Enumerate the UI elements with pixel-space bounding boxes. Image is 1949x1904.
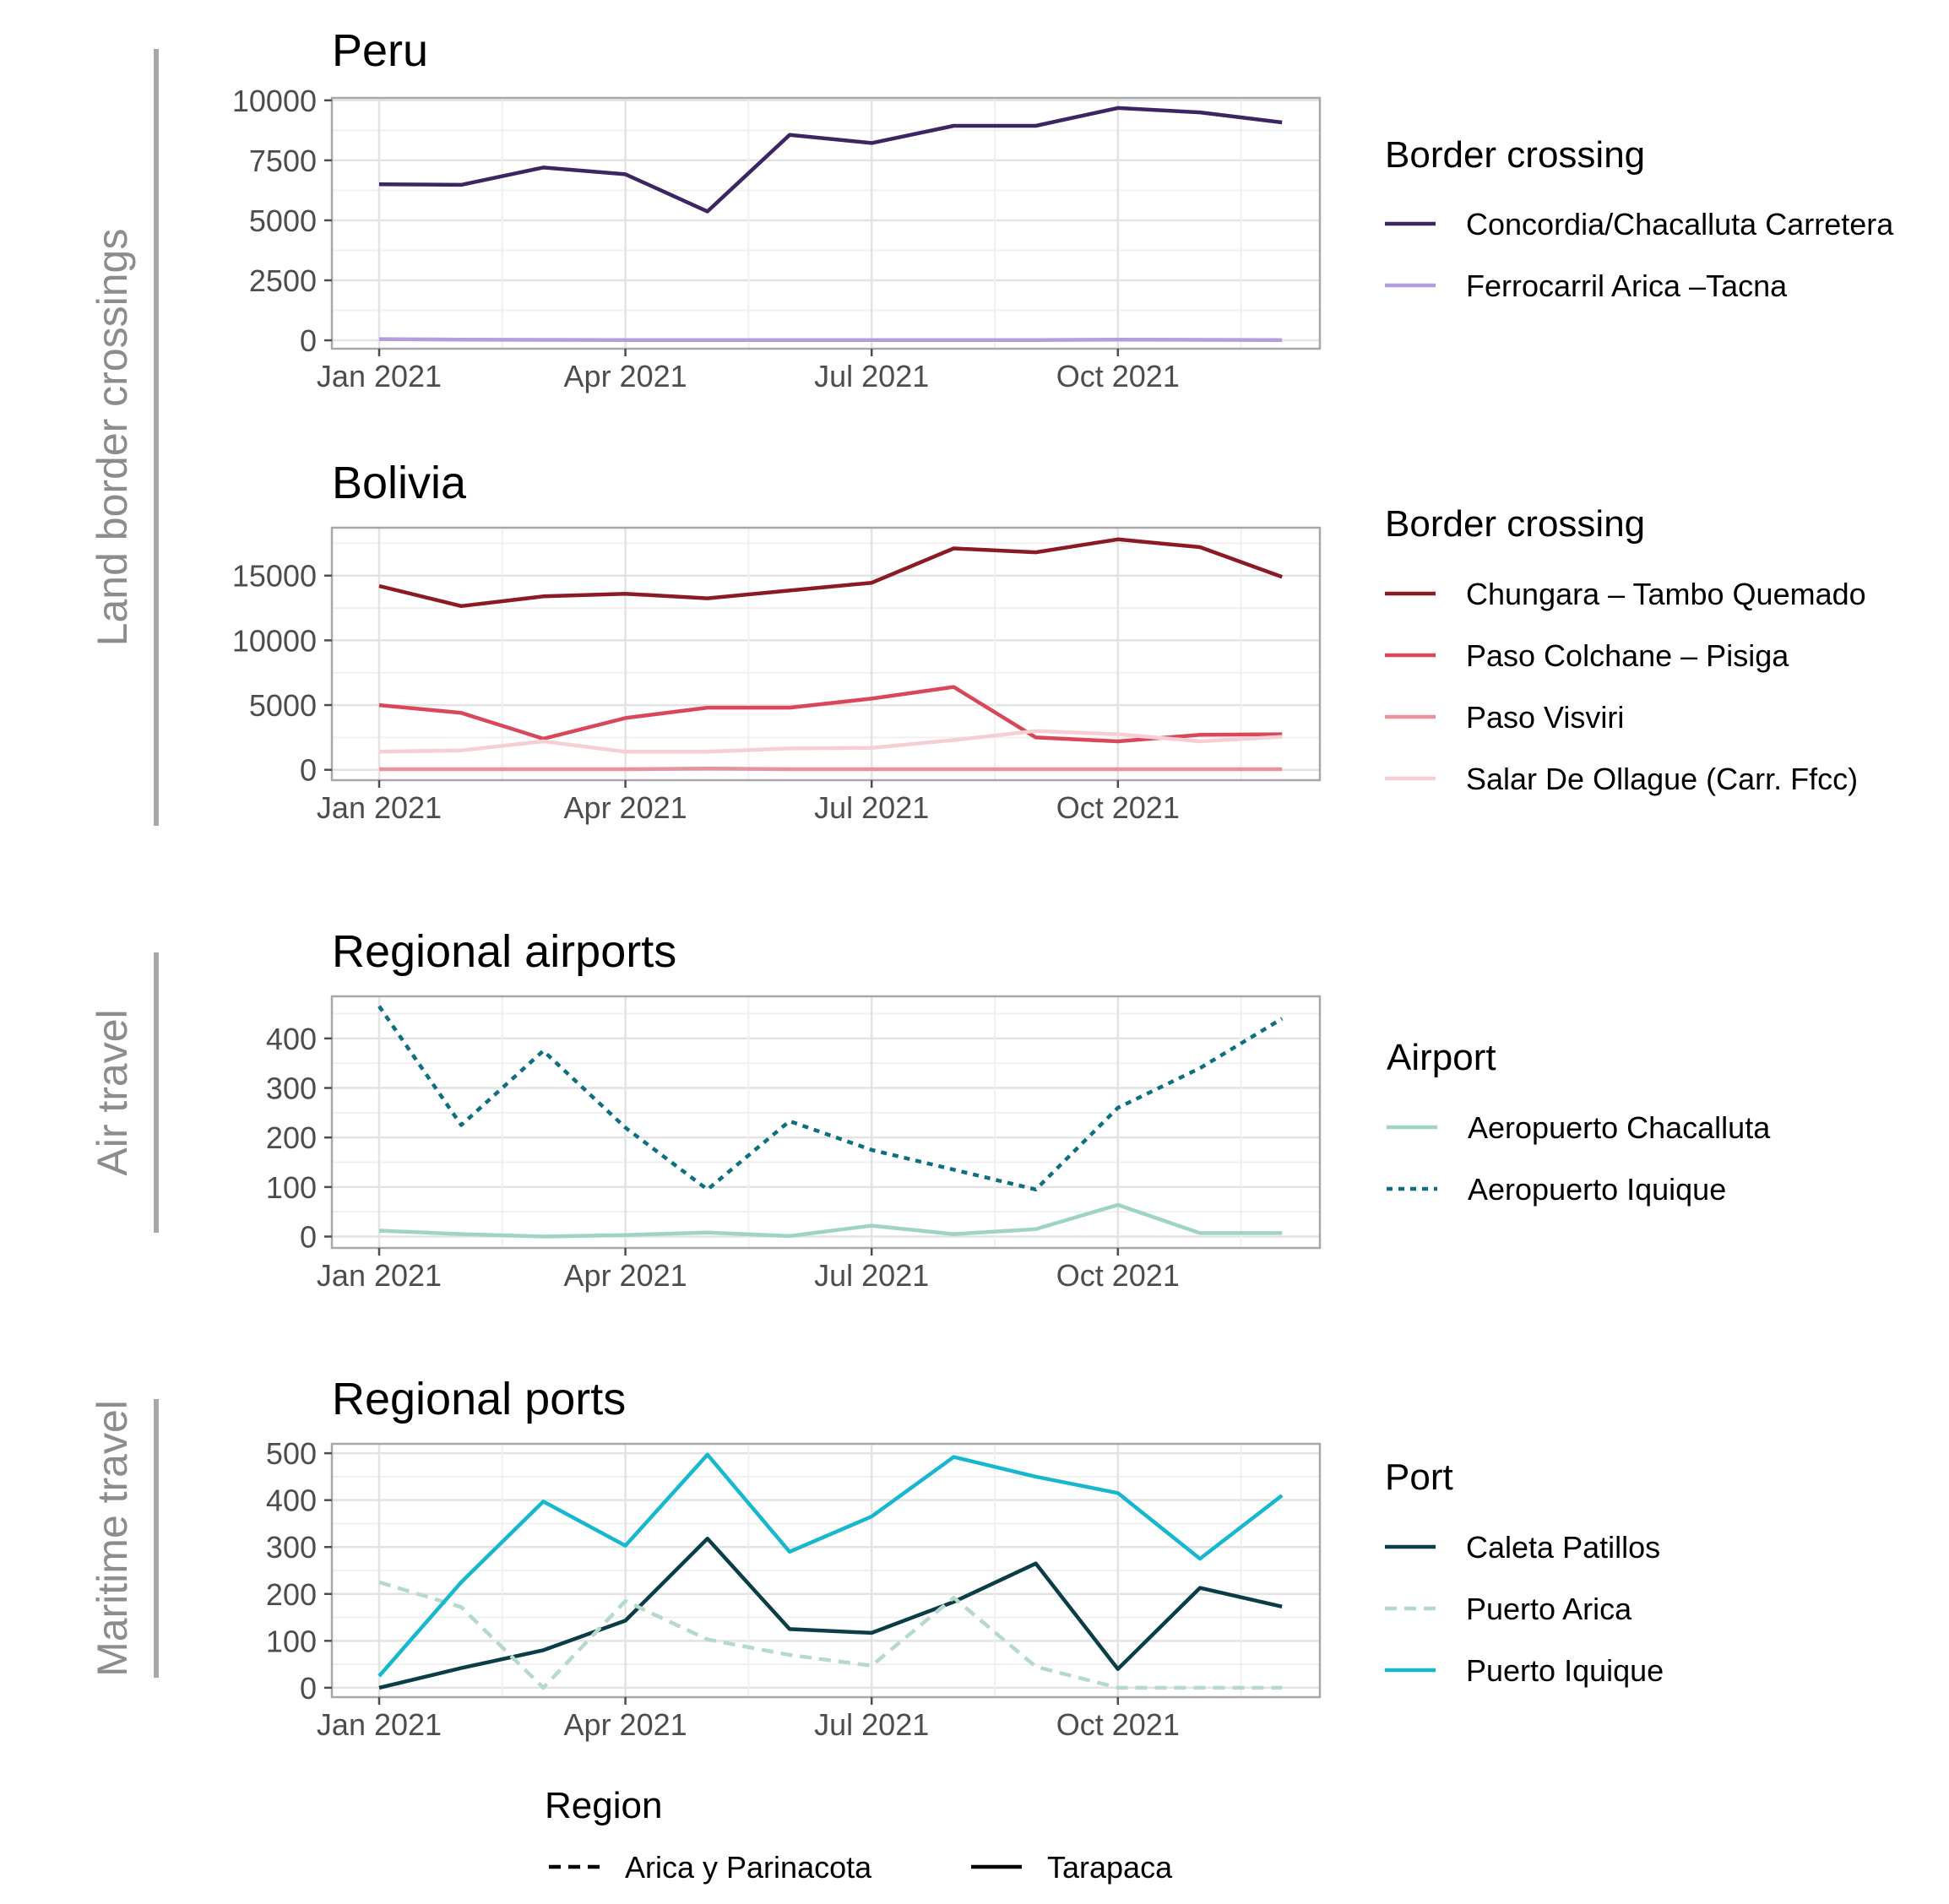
series-line-aeropuerto-chacalluta xyxy=(378,1202,1283,1239)
series-line-salar-de-ollague-carr-ffcc xyxy=(378,729,1283,754)
panel-regional-airports: 0 100 200 300 400 Jan 2021 Apr 2021 Jul 2021 Oct… xyxy=(266,926,1771,1293)
legend-title: Port xyxy=(1385,1456,1453,1498)
legend-label-puerto-iquique: Puerto Iquique xyxy=(1466,1653,1664,1688)
series-line-aeropuerto-iquique xyxy=(377,1005,1284,1192)
region-legend-label-arica-y-parinacota: Arica y Parinacota xyxy=(625,1850,872,1885)
y-tick-label: 15000 xyxy=(232,559,317,594)
plot-border xyxy=(330,995,1322,1250)
y-tick-label: 7500 xyxy=(249,144,317,178)
panel-bolivia: 0 5000 10000 15000 Jan 2021 Apr 2021 Jul 2021 O… xyxy=(232,458,1866,825)
legend-label-paso-colchane-pisiga: Paso Colchane – Pisiga xyxy=(1466,638,1789,673)
group-label-land: Land border crossings xyxy=(89,229,136,647)
plot-background xyxy=(332,996,1320,1248)
x-tick-label: Oct 2021 xyxy=(1056,1707,1180,1742)
x-tick-label: Apr 2021 xyxy=(564,790,687,825)
y-tick-label: 5000 xyxy=(249,688,317,723)
legend-label-ferrocarril-arica-tacna: Ferrocarril Arica –Tacna xyxy=(1466,269,1788,303)
y-tick-label: 200 xyxy=(266,1120,317,1155)
plot-background xyxy=(332,528,1320,780)
panel-title: Regional ports xyxy=(332,1374,626,1424)
series-line-concordia-chacalluta-carretera xyxy=(378,106,1283,214)
x-tick-label: Apr 2021 xyxy=(564,359,687,393)
legend-label-aeropuerto-chacalluta: Aeropuerto Chacalluta xyxy=(1468,1110,1771,1145)
y-tick-label: 400 xyxy=(266,1022,317,1056)
y-tick-label: 300 xyxy=(266,1071,317,1106)
x-tick-label: Oct 2021 xyxy=(1056,359,1180,393)
series-line-caleta-patillos xyxy=(378,1536,1283,1690)
legend-title: Border crossing xyxy=(1385,503,1645,545)
x-tick-label: Jan 2021 xyxy=(317,790,442,825)
x-tick-label: Oct 2021 xyxy=(1056,790,1180,825)
group-label-air: Air travel xyxy=(89,1009,136,1175)
series-line-paso-visviri xyxy=(379,766,1283,772)
y-tick-label: 500 xyxy=(266,1436,317,1471)
series-line-puerto-iquique xyxy=(377,1452,1284,1678)
legend-label-paso-visviri: Paso Visviri xyxy=(1466,700,1624,735)
panel-peru: 0 2500 5000 7500 10000 Jan 2021 Apr 2021 Jul 20… xyxy=(232,25,1894,393)
x-tick-label: Jan 2021 xyxy=(317,1258,442,1293)
y-tick-label: 0 xyxy=(300,1220,317,1255)
y-tick-label: 0 xyxy=(300,1671,317,1706)
y-tick-label: 0 xyxy=(300,753,317,788)
x-tick-label: Jul 2021 xyxy=(814,790,929,825)
legend-peru: Border crossing Concordia/Chacalluta Carr… xyxy=(1385,134,1894,303)
y-tick-label: 100 xyxy=(266,1624,317,1658)
x-tick-label: Jul 2021 xyxy=(814,1258,929,1293)
y-tick-label: 100 xyxy=(266,1170,317,1205)
legend-label-aeropuerto-iquique: Aeropuerto Iquique xyxy=(1468,1172,1726,1207)
legend-label-chungara-tambo-quemado: Chungara – Tambo Quemado xyxy=(1466,577,1866,611)
x-tick-label: Jul 2021 xyxy=(814,1707,929,1742)
region-legend: Region Arica y Parinacota Tarapaca xyxy=(545,1785,1173,1885)
legend-regional-ports: Port Caleta Patillos Puerto Arica Puerto Iq… xyxy=(1385,1456,1664,1688)
legend-label-salar-de-ollague-carr-ffcc: Salar De Ollague (Carr. Ffcc) xyxy=(1466,762,1858,796)
x-tick-label: Jan 2021 xyxy=(317,359,442,393)
region-legend-label-tarapaca: Tarapaca xyxy=(1047,1850,1173,1885)
series-line-chungara-tambo-quemado xyxy=(378,537,1283,609)
panel-title: Bolivia xyxy=(332,458,467,508)
panel-title: Peru xyxy=(332,25,428,76)
legend-label-puerto-arica: Puerto Arica xyxy=(1466,1592,1632,1626)
y-tick-label: 200 xyxy=(266,1577,317,1612)
panel-title: Regional airports xyxy=(332,926,676,977)
region-legend-title: Region xyxy=(545,1785,662,1826)
x-tick-label: Apr 2021 xyxy=(564,1707,687,1742)
y-tick-label: 10000 xyxy=(232,84,317,118)
y-tick-label: 300 xyxy=(266,1530,317,1565)
y-tick-label: 10000 xyxy=(232,623,317,658)
legend-title: Border crossing xyxy=(1385,134,1645,176)
y-tick-label: 0 xyxy=(300,323,317,358)
series-line-ferrocarril-arica-tacna xyxy=(378,337,1283,343)
plot-border xyxy=(330,526,1322,782)
legend-title: Airport xyxy=(1387,1037,1496,1078)
plot-border xyxy=(330,96,1322,350)
y-tick-label: 5000 xyxy=(249,203,317,238)
x-tick-label: Jul 2021 xyxy=(814,359,929,393)
legend-regional-airports: Airport Aeropuerto Chacalluta Aeropuerto I… xyxy=(1387,1037,1771,1207)
plot-border xyxy=(330,1442,1322,1699)
y-tick-label: 400 xyxy=(266,1484,317,1518)
legend-label-concordia-chacalluta-carretera: Concordia/Chacalluta Carretera xyxy=(1466,207,1894,241)
series-line-puerto-arica xyxy=(378,1580,1283,1690)
x-tick-label: Jan 2021 xyxy=(317,1707,442,1742)
group-label-maritime: Maritime travel xyxy=(89,1400,136,1677)
series-line-paso-colchane-pisiga xyxy=(378,685,1283,744)
legend-bolivia: Border crossing Chungara – Tambo Quemado P… xyxy=(1385,503,1866,796)
y-tick-label: 2500 xyxy=(249,263,317,298)
legend-label-caleta-patillos: Caleta Patillos xyxy=(1466,1530,1660,1565)
panel-regional-ports: 0 100 200 300 400 500 Jan 2021 Apr 2021 Jul 2021… xyxy=(266,1374,1664,1742)
x-tick-label: Oct 2021 xyxy=(1056,1258,1180,1293)
x-tick-label: Apr 2021 xyxy=(564,1258,687,1293)
